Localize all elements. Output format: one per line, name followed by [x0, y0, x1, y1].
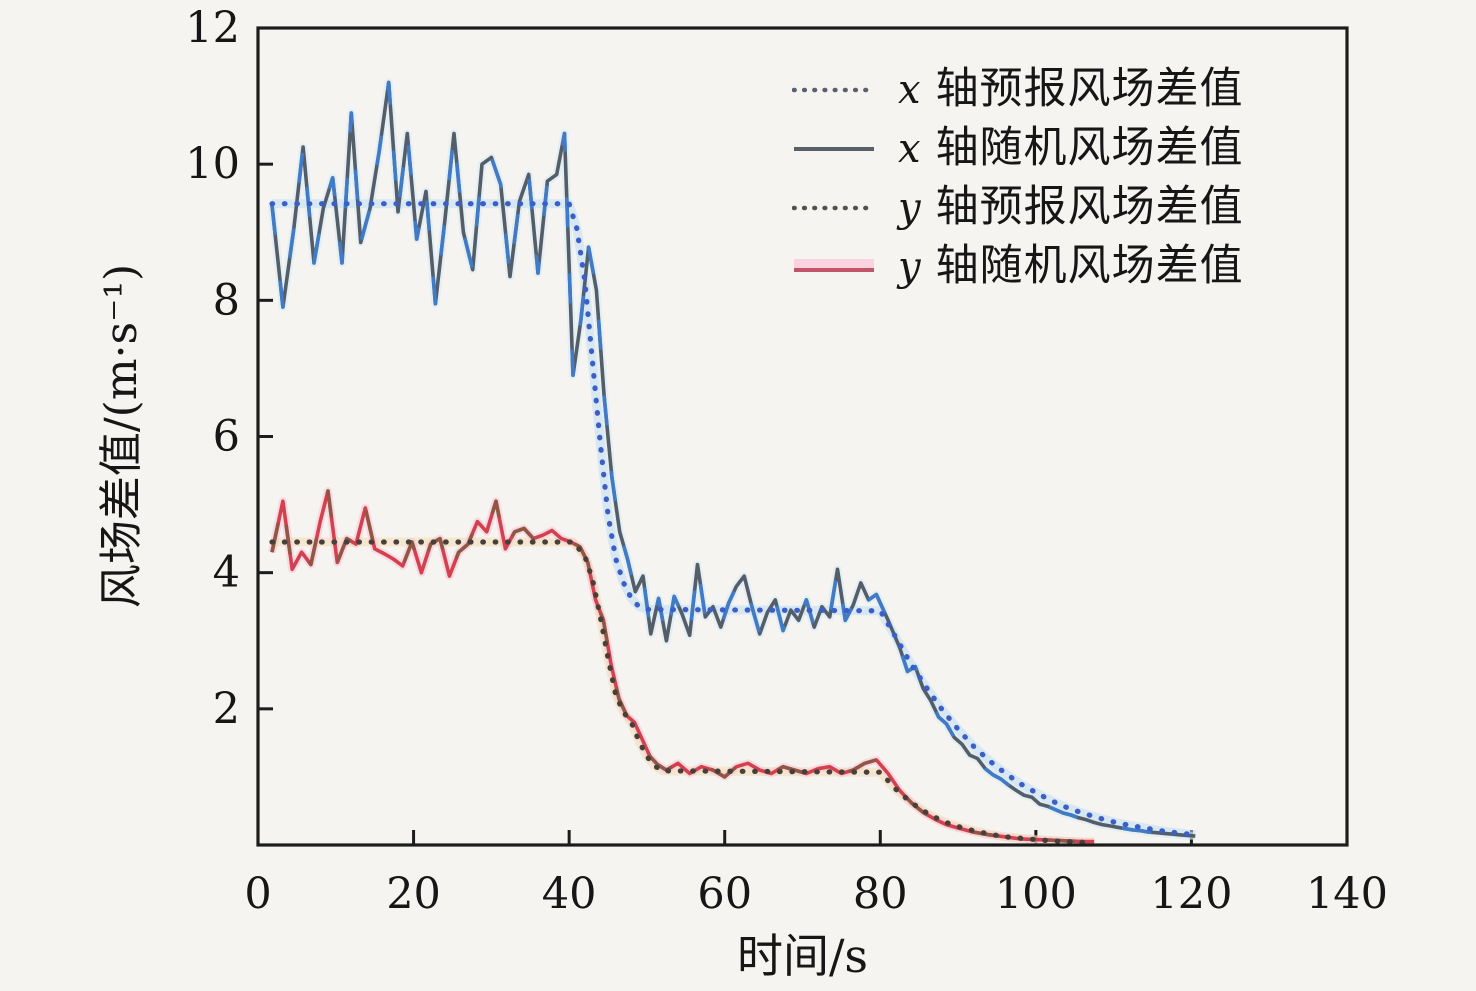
legend-item-y-forecast: y 轴预报风场差值 [792, 178, 1244, 237]
legend-series-variable: y [898, 185, 922, 231]
legend-series-name: 轴预报风场差值 [935, 64, 1244, 114]
x-axis-label: 时间/s [737, 929, 868, 983]
legend: x 轴预报风场差值 x 轴随机风场差值 y 轴预报风场差值 y 轴随机风场差值 [792, 60, 1244, 296]
x-tick-label: 0 [244, 869, 271, 919]
y-tick-label: 6 [213, 412, 240, 462]
y-tick-label: 10 [185, 139, 240, 189]
legend-series-name: 轴随机风场差值 [935, 241, 1244, 291]
y-tick-label: 2 [213, 684, 240, 734]
legend-series-variable: y [898, 244, 922, 290]
x-tick-label: 80 [853, 869, 908, 919]
x-tick-label: 20 [386, 869, 441, 919]
legend-label: x 轴随机风场差值 [898, 127, 1244, 170]
legend-item-x-random: x 轴随机风场差值 [792, 119, 1244, 178]
x-tick-label: 140 [1306, 869, 1388, 919]
series-x-forecast-line [269, 201, 1198, 838]
legend-label: y 轴随机风场差值 [898, 245, 1244, 288]
legend-series-variable: x [898, 126, 922, 172]
series-y-forecast-line [269, 539, 1097, 845]
legend-swatch-dotted-line [792, 205, 876, 210]
y-tick-label: 4 [213, 548, 240, 598]
legend-series-name: 轴预报风场差值 [935, 182, 1244, 232]
x-tick-label: 100 [995, 869, 1077, 919]
series-y-random-overlay [270, 489, 1095, 844]
x-tick-label: 120 [1150, 869, 1232, 919]
legend-series-variable: x [898, 67, 922, 113]
series-x-forecast-halo [272, 199, 1196, 840]
y-tick-label: 12 [185, 3, 240, 53]
series-y-forecast-halo [272, 537, 1095, 847]
y-tick-label: 8 [213, 275, 240, 325]
plot-border [256, 26, 1349, 847]
legend-series-name: 轴随机风场差值 [935, 123, 1244, 173]
legend-item-y-random: y 轴随机风场差值 [792, 237, 1244, 296]
x-tick-label: 60 [697, 869, 752, 919]
x-tick-label: 40 [542, 869, 597, 919]
series-x-random-overlay [270, 80, 1196, 838]
series-group [268, 78, 1198, 847]
legend-swatch-solid-line [794, 146, 874, 151]
legend-swatch-dotted-line [792, 87, 876, 92]
y-axis-label: 风场差值/(m·s⁻¹) [96, 264, 147, 608]
legend-label: y 轴预报风场差值 [898, 186, 1244, 229]
legend-item-x-forecast: x 轴预报风场差值 [792, 60, 1244, 119]
legend-swatch-solid-line [794, 258, 874, 272]
legend-label: x 轴预报风场差值 [898, 68, 1244, 111]
